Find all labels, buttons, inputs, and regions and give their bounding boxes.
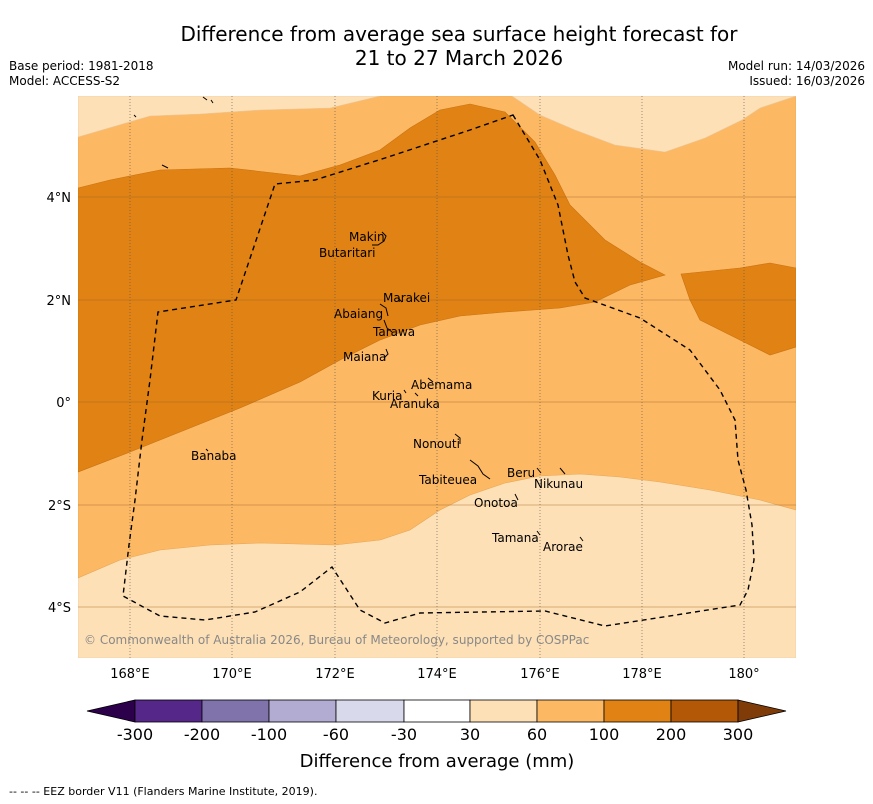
- lat-tick: 4°N: [47, 191, 72, 206]
- lat-tick: 4°S: [48, 601, 71, 616]
- lon-tick: 178°E: [622, 667, 662, 682]
- lon-tick: 174°E: [417, 667, 457, 682]
- band-100-200-east: [680, 262, 796, 356]
- colorbar-extend-low: [86, 699, 136, 723]
- place-labels: Makin Butaritari Marakei Abaiang Tarawa …: [191, 230, 583, 554]
- colorbar-swatch: [670, 699, 739, 723]
- colorbar-swatch: [134, 699, 203, 723]
- colorbar-swatch: [536, 699, 605, 723]
- colorbar-swatch: [268, 699, 337, 723]
- place-nikunau: Nikunau: [534, 477, 583, 491]
- lon-tick: 172°E: [315, 667, 355, 682]
- lon-tick: 180°: [728, 667, 759, 682]
- place-maiana: Maiana: [343, 350, 386, 364]
- place-tamana: Tamana: [491, 531, 539, 545]
- title-line-1: Difference from average sea surface heig…: [180, 22, 738, 46]
- eez-border: [122, 114, 755, 627]
- colorbar-swatch: [403, 699, 471, 723]
- place-banaba: Banaba: [191, 449, 237, 463]
- place-tarawa: Tarawa: [372, 325, 415, 339]
- lat-tick: 2°S: [48, 499, 71, 514]
- map-area: Makin Butaritari Marakei Abaiang Tarawa …: [78, 96, 796, 658]
- lat-lines: [78, 196, 796, 608]
- colorbar-tick: -30: [391, 725, 417, 744]
- place-makin: Makin: [349, 230, 385, 244]
- band-100-200-main: [78, 103, 666, 473]
- colorbar-tick: -60: [323, 725, 349, 744]
- colorbar-swatch: [201, 699, 270, 723]
- lon-tick: 170°E: [212, 667, 252, 682]
- place-beru: Beru: [507, 466, 535, 480]
- map-title: Difference from average sea surface heig…: [0, 22, 873, 70]
- colorbar-tick: -200: [184, 725, 220, 744]
- band-30-60-northeast: [511, 96, 796, 153]
- colorbar-swatch: [335, 699, 405, 723]
- place-nonouti: Nonouti: [413, 437, 460, 451]
- footnote: -- -- -- EEZ border V11 (Flanders Marine…: [9, 785, 318, 798]
- colorbar: [86, 699, 787, 723]
- colorbar-tick: 200: [656, 725, 687, 744]
- colorbar-ticks: -300 -200 -100 -60 -30 30 60 100 200 300: [117, 725, 753, 744]
- title-line-2: 21 to 27 March 2026: [354, 46, 564, 70]
- colorbar-tick: -100: [251, 725, 287, 744]
- island-marks: [133, 96, 584, 542]
- place-arorae: Arorae: [543, 540, 583, 554]
- colorbar-swatch: [469, 699, 538, 723]
- lon-tick: 176°E: [520, 667, 560, 682]
- colorbar-label: Difference from average (mm): [300, 751, 575, 772]
- colorbar-tick: 300: [723, 725, 754, 744]
- grid-lines: [129, 96, 745, 658]
- place-aranuka: Aranuka: [390, 397, 440, 411]
- model-name: Model: ACCESS-S2: [9, 74, 121, 88]
- colorbar-tick: 60: [527, 725, 547, 744]
- colorbar-tick: 100: [589, 725, 620, 744]
- colorbar-swatch: [603, 699, 672, 723]
- meta-right: Model run: 14/03/2026 Issued: 16/03/2026: [728, 59, 865, 89]
- place-marakei: Marakei: [383, 291, 430, 305]
- band-30-60-north: [78, 96, 381, 138]
- place-onotoa: Onotoa: [474, 496, 518, 510]
- place-abaiang: Abaiang: [334, 307, 383, 321]
- place-kuria: Kuria: [372, 389, 403, 403]
- colorbar-tick: -300: [117, 725, 153, 744]
- place-butaritari: Butaritari: [319, 246, 376, 260]
- copyright-text: © Commonwealth of Australia 2026, Bureau…: [84, 633, 589, 647]
- lat-tick: 0°: [56, 396, 71, 411]
- base-period: Base period: 1981-2018: [9, 59, 154, 73]
- issued-date: Issued: 16/03/2026: [749, 74, 865, 88]
- colorbar-extend-high: [737, 699, 787, 723]
- lon-tick-labels: 168°E 170°E 172°E 174°E 176°E 178°E 180°: [110, 667, 759, 682]
- colorbar-tick: 30: [460, 725, 480, 744]
- meta-left: Base period: 1981-2018 Model: ACCESS-S2: [9, 59, 154, 89]
- lat-tick-labels: 4°N 2°N 0° 2°S 4°S: [47, 191, 72, 616]
- place-abemama: Abemama: [411, 378, 472, 392]
- lon-tick: 168°E: [110, 667, 150, 682]
- lat-tick: 2°N: [47, 294, 72, 309]
- place-tabiteuea: Tabiteuea: [418, 473, 477, 487]
- model-run: Model run: 14/03/2026: [727, 59, 865, 73]
